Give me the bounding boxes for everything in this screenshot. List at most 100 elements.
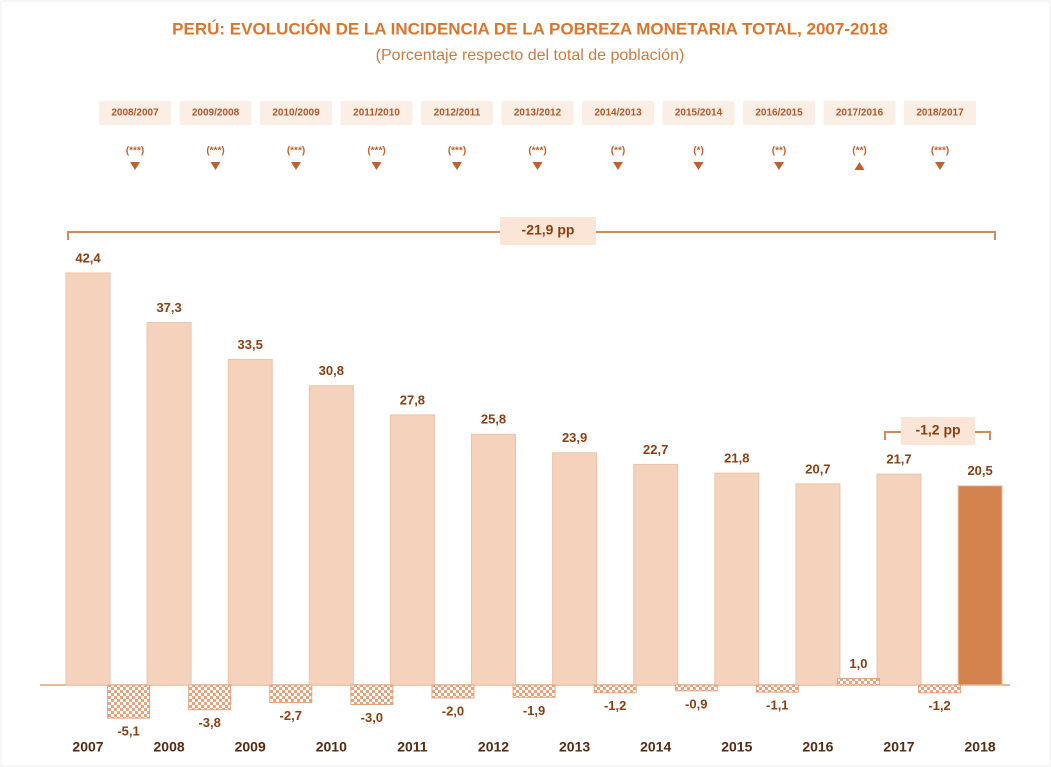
bar [308,385,354,686]
period-box [179,101,252,125]
period-label: 2015/2014 [675,108,723,119]
period-box [743,101,815,125]
x-tick-label: 2013 [559,739,590,755]
bar [552,452,598,686]
trend-arrow [532,162,543,170]
trend-arrow [613,162,623,170]
period-box [99,101,171,125]
change-label: -3,8 [198,715,220,730]
value-label: 33,5 [238,337,263,352]
trend-arrow [130,162,140,170]
period-label: 2016/2015 [755,108,803,119]
change-bar [107,684,151,719]
period-box [501,101,574,125]
significance: (*) [693,146,704,157]
change-label: -1,9 [523,703,545,718]
trend-arrow [935,162,945,170]
value-label: 21,7 [886,452,911,467]
x-tick-label: 2012 [478,739,509,755]
x-tick-label: 2008 [154,739,185,755]
period-box [260,101,332,125]
bar [633,463,679,686]
trend-arrow [854,162,865,170]
x-tick-label: 2011 [397,739,428,755]
bar [471,433,516,686]
trend-arrow [452,162,462,170]
period-label: 2013/2012 [514,108,562,119]
change-bar [350,684,394,705]
value-label: 27,8 [400,392,425,407]
period-label: 2014/2013 [594,108,642,119]
change-bar [188,684,232,711]
change-bar [431,684,475,699]
trend-arrow [774,162,784,170]
significance: (***) [528,146,546,157]
bar [714,472,760,686]
period-label: 2008/2007 [111,108,159,119]
change-bar [674,684,718,692]
change-label: -2,7 [280,708,302,723]
bar [795,483,841,686]
period-box [421,101,493,125]
period-label: 2011/2010 [353,108,400,119]
change-label: -0,9 [685,696,707,711]
period-box [662,101,735,125]
value-label: 42,4 [75,250,101,265]
value-label: 20,7 [805,461,830,476]
annotation: -21,9 pp [522,222,575,238]
period-label: 2018/2017 [916,108,964,119]
significance: (**) [852,146,866,157]
change-bar [512,684,556,698]
period-label: 2010/2009 [272,108,320,119]
period-label: 2009/2008 [192,108,240,119]
annotation: -1,2 pp [915,422,960,438]
period-label: 2017/2016 [836,108,884,119]
change-label: -1,2 [604,698,626,713]
change-bar [918,684,962,694]
change-bar [269,684,313,704]
period-box [904,101,976,125]
change-label: -2,0 [442,703,464,718]
value-label: 21,8 [724,451,749,466]
chart-title: PERÚ: EVOLUCIÓN DE LA INCIDENCIA DE LA P… [172,19,888,38]
value-label: 37,3 [156,300,181,315]
annotation-box [901,417,975,445]
value-label: 23,9 [562,430,587,445]
value-label: 22,7 [643,442,668,457]
bar [876,473,922,686]
change-bar [593,684,637,694]
trend-arrow [693,162,704,170]
significance: (***) [126,146,144,157]
x-tick-label: 2016 [802,739,833,755]
x-tick-label: 2015 [721,739,752,755]
period-box [582,101,654,125]
significance: (***) [206,146,224,157]
bar [227,358,273,686]
annotation-box [500,217,596,245]
x-tick-label: 2009 [235,739,266,755]
period-label: 2012/2011 [434,108,481,119]
change-label: -1,2 [928,698,950,713]
bar [146,322,192,686]
x-tick-label: 2018 [965,739,996,755]
bar [389,414,435,686]
x-tick-label: 2017 [883,739,914,755]
significance: (***) [287,146,305,157]
x-tick-label: 2014 [640,739,671,755]
value-label: 30,8 [319,363,344,378]
period-box [823,101,896,125]
change-label: -1,1 [766,698,788,713]
change-bar [836,678,880,686]
trend-arrow [291,162,301,170]
x-tick-label: 2007 [72,739,103,755]
bar [65,272,111,686]
trend-arrow [371,162,382,170]
trend-arrow [210,162,221,170]
period-box [340,101,413,125]
change-bar [755,684,799,693]
chart-subtitle: (Porcentaje respecto del total de poblac… [376,47,685,64]
value-label: 20,5 [967,463,992,478]
significance: (**) [611,146,625,157]
